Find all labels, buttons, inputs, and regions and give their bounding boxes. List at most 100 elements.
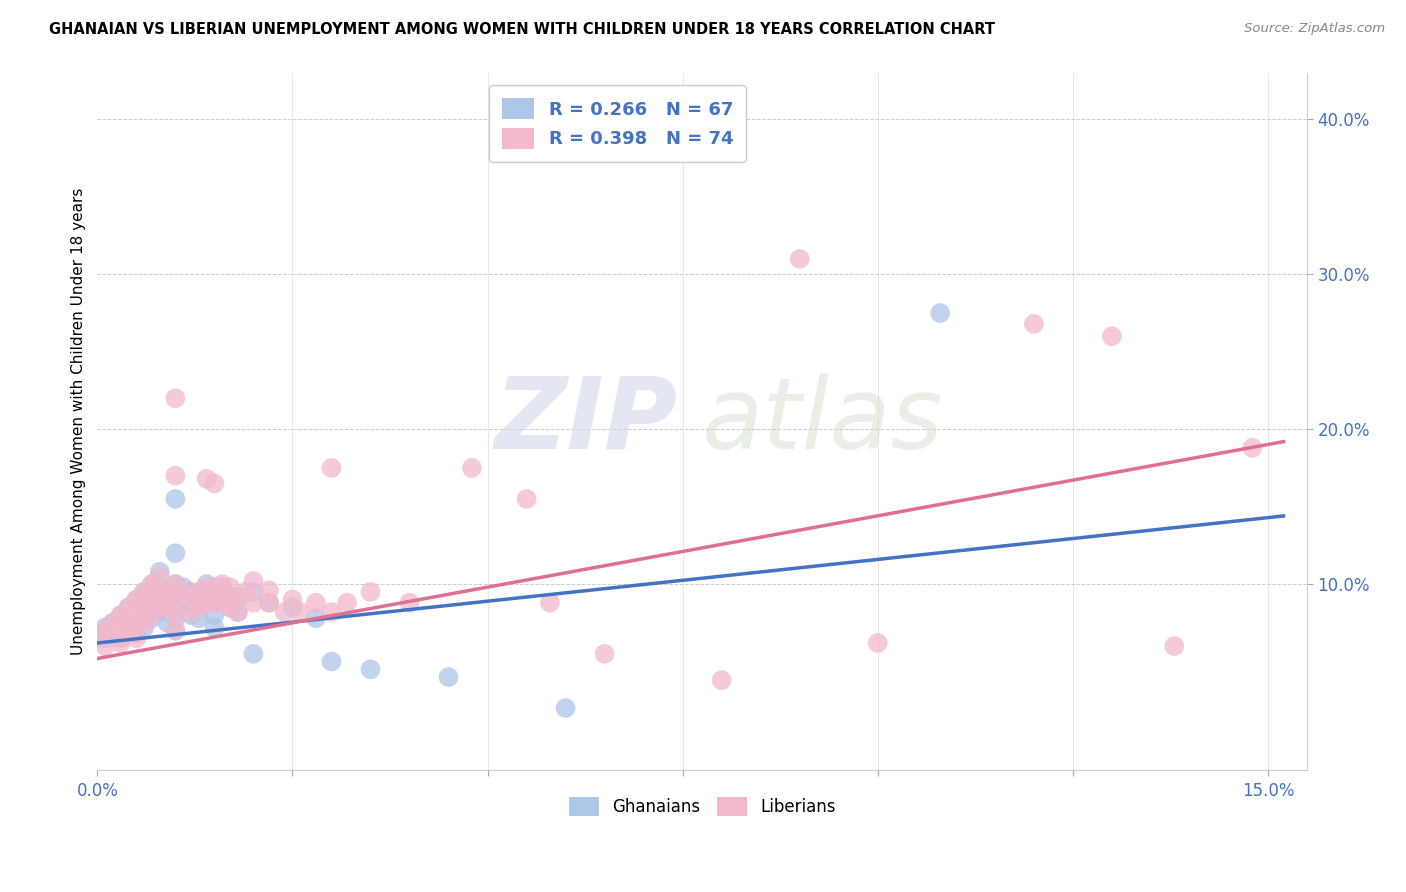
- Point: [321, 461, 343, 475]
- Point: [165, 608, 187, 623]
- Point: [789, 252, 811, 266]
- Point: [117, 611, 139, 625]
- Point: [242, 596, 264, 610]
- Point: [149, 592, 172, 607]
- Point: [202, 608, 225, 623]
- Point: [125, 615, 148, 630]
- Point: [134, 585, 156, 599]
- Point: [165, 590, 187, 604]
- Point: [187, 600, 209, 615]
- Point: [149, 569, 172, 583]
- Point: [110, 608, 132, 623]
- Point: [101, 615, 124, 630]
- Point: [125, 592, 148, 607]
- Text: GHANAIAN VS LIBERIAN UNEMPLOYMENT AMONG WOMEN WITH CHILDREN UNDER 18 YEARS CORRE: GHANAIAN VS LIBERIAN UNEMPLOYMENT AMONG …: [49, 22, 995, 37]
- Point: [149, 565, 172, 579]
- Point: [165, 577, 187, 591]
- Point: [172, 580, 194, 594]
- Point: [165, 577, 187, 591]
- Point: [180, 585, 202, 599]
- Legend: Ghanaians, Liberians: Ghanaians, Liberians: [561, 789, 844, 824]
- Point: [202, 476, 225, 491]
- Text: Source: ZipAtlas.com: Source: ZipAtlas.com: [1244, 22, 1385, 36]
- Point: [202, 596, 225, 610]
- Point: [165, 491, 187, 506]
- Point: [141, 608, 163, 623]
- Point: [211, 592, 233, 607]
- Point: [172, 592, 194, 607]
- Point: [134, 608, 156, 623]
- Point: [1101, 329, 1123, 343]
- Point: [290, 605, 312, 619]
- Y-axis label: Unemployment Among Women with Children Under 18 years: Unemployment Among Women with Children U…: [72, 188, 86, 656]
- Point: [110, 620, 132, 634]
- Point: [187, 590, 209, 604]
- Point: [117, 626, 139, 640]
- Point: [554, 701, 576, 715]
- Point: [273, 605, 295, 619]
- Point: [125, 605, 148, 619]
- Point: [187, 585, 209, 599]
- Point: [242, 647, 264, 661]
- Point: [165, 611, 187, 625]
- Point: [398, 596, 420, 610]
- Point: [321, 655, 343, 669]
- Point: [117, 600, 139, 615]
- Point: [360, 585, 382, 599]
- Point: [141, 600, 163, 615]
- Point: [101, 626, 124, 640]
- Point: [110, 636, 132, 650]
- Point: [305, 596, 328, 610]
- Point: [242, 585, 264, 599]
- Point: [1022, 317, 1045, 331]
- Point: [94, 624, 117, 638]
- Point: [94, 632, 117, 646]
- Point: [593, 647, 616, 661]
- Point: [101, 615, 124, 630]
- Point: [202, 620, 225, 634]
- Point: [134, 596, 156, 610]
- Point: [219, 600, 242, 615]
- Point: [125, 592, 148, 607]
- Point: [187, 600, 209, 615]
- Point: [866, 636, 889, 650]
- Point: [281, 592, 304, 607]
- Point: [336, 596, 359, 610]
- Point: [180, 605, 202, 619]
- Point: [165, 624, 187, 638]
- Point: [202, 596, 225, 610]
- Point: [165, 624, 187, 638]
- Point: [117, 611, 139, 625]
- Point: [219, 580, 242, 594]
- Point: [86, 626, 108, 640]
- Point: [281, 600, 304, 615]
- Point: [1241, 441, 1264, 455]
- Point: [305, 611, 328, 625]
- Point: [1163, 639, 1185, 653]
- Point: [165, 391, 187, 405]
- Point: [125, 605, 148, 619]
- Point: [195, 577, 218, 591]
- Point: [156, 596, 179, 610]
- Text: ZIP: ZIP: [495, 373, 678, 470]
- Point: [117, 600, 139, 615]
- Point: [226, 605, 249, 619]
- Point: [149, 605, 172, 619]
- Text: atlas: atlas: [702, 373, 943, 470]
- Point: [134, 600, 156, 615]
- Point: [180, 592, 202, 607]
- Point: [195, 580, 218, 594]
- Point: [929, 306, 952, 320]
- Point: [360, 662, 382, 676]
- Point: [165, 546, 187, 560]
- Point: [165, 592, 187, 607]
- Point: [149, 600, 172, 615]
- Point: [141, 592, 163, 607]
- Point: [710, 673, 733, 688]
- Point: [94, 620, 117, 634]
- Point: [156, 600, 179, 615]
- Point: [257, 596, 280, 610]
- Point: [202, 580, 225, 594]
- Point: [321, 605, 343, 619]
- Point: [134, 620, 156, 634]
